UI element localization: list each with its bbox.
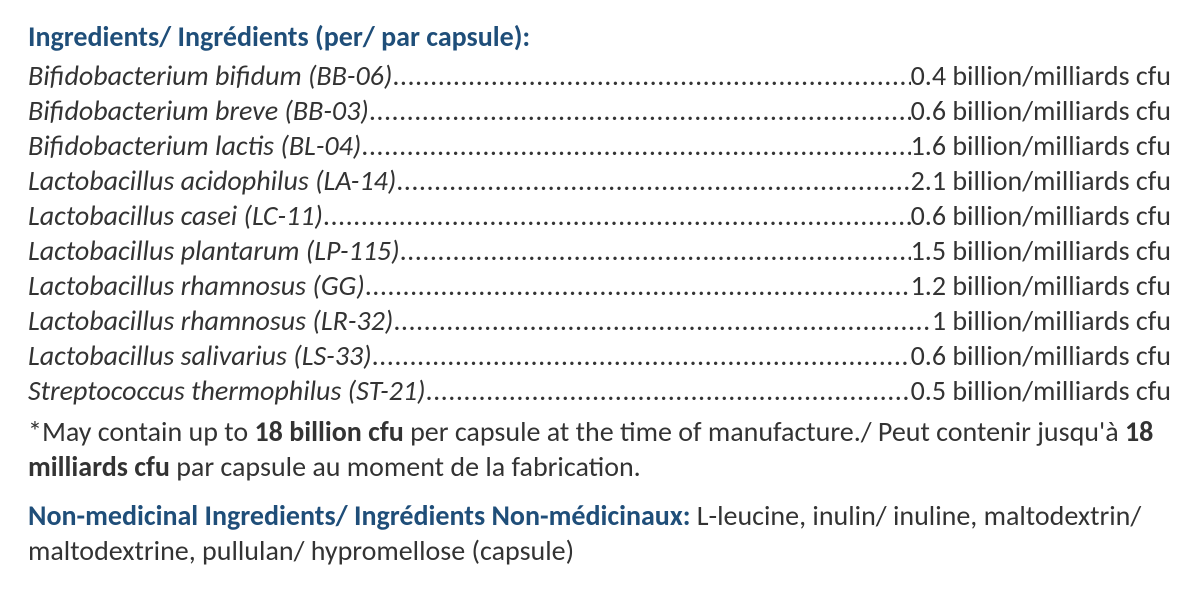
ingredient-value: 0.6 billion/milliards cfu — [911, 338, 1171, 373]
ingredient-row: Bifidobacterium bifidum (BB-06) 0.4 billi… — [28, 58, 1171, 93]
ingredient-row: Lactobacillus casei (LC-11) 0.6 billion/m… — [28, 198, 1171, 233]
dot-leader — [392, 58, 910, 93]
ingredient-name: Lactobacillus salivarius (LS-33) — [28, 338, 372, 373]
dot-leader — [372, 338, 911, 373]
ingredient-row: Lactobacillus acidophilus (LA-14) 2.1 bil… — [28, 163, 1171, 198]
note-suffix: par capsule au moment de la fabrication. — [170, 449, 641, 484]
ingredient-name: Lactobacillus rhamnosus (GG) — [28, 268, 365, 303]
nonmedicinal-heading: Non-medicinal Ingredients/ Ingrédients N… — [28, 498, 690, 533]
ingredient-value: 1.2 billion/milliards cfu — [911, 268, 1171, 303]
ingredient-name: Lactobacillus casei (LC-11) — [28, 198, 323, 233]
ingredient-value: 2.1 billion/milliards cfu — [911, 163, 1171, 198]
ingredient-value: 1 billion/milliards cfu — [932, 303, 1171, 338]
ingredient-name: Bifidobacterium lactis (BL-04) — [28, 128, 361, 163]
dot-leader — [369, 93, 911, 128]
nonmedicinal-section: Non-medicinal Ingredients/ Ingrédients N… — [28, 498, 1171, 568]
dot-leader — [323, 198, 911, 233]
ingredient-row: Bifidobacterium lactis (BL-04) 1.6 billio… — [28, 128, 1171, 163]
note-prefix: *May contain up to — [28, 414, 254, 449]
ingredient-name: Streptococcus thermophilus (ST-21) — [28, 373, 426, 408]
ingredient-value: 0.5 billion/milliards cfu — [911, 373, 1171, 408]
ingredient-value: 1.5 billion/milliards cfu — [911, 233, 1171, 268]
ingredient-value: 0.6 billion/milliards cfu — [911, 93, 1171, 128]
ingredient-name: Bifidobacterium bifidum (BB-06) — [28, 58, 392, 93]
dot-leader — [396, 163, 910, 198]
ingredient-row: Lactobacillus plantarum (LP-115) 1.5 bill… — [28, 233, 1171, 268]
note-strong-en: 18 billion cfu — [254, 414, 403, 449]
dot-leader — [393, 303, 932, 338]
ingredient-name: Lactobacillus acidophilus (LA-14) — [28, 163, 396, 198]
manufacture-note: *May contain up to 18 billion cfu per ca… — [28, 414, 1171, 484]
ingredients-list: Bifidobacterium bifidum (BB-06) 0.4 billi… — [28, 58, 1171, 408]
ingredient-row: Lactobacillus rhamnosus (GG) 1.2 billion/… — [28, 268, 1171, 303]
ingredient-row: Lactobacillus salivarius (LS-33) 0.6 bill… — [28, 338, 1171, 373]
ingredient-value: 0.6 billion/milliards cfu — [911, 198, 1171, 233]
ingredient-row: Streptococcus thermophilus (ST-21) 0.5 bi… — [28, 373, 1171, 408]
ingredient-row: Bifidobacterium breve (BB-03) 0.6 billion… — [28, 93, 1171, 128]
dot-leader — [426, 373, 911, 408]
ingredient-name: Lactobacillus rhamnosus (LR-32) — [28, 303, 393, 338]
ingredient-name: Bifidobacterium breve (BB-03) — [28, 93, 369, 128]
note-mid: per capsule at the time of manufacture./… — [404, 414, 1125, 449]
dot-leader — [365, 268, 911, 303]
ingredient-row: Lactobacillus rhamnosus (LR-32) 1 billion… — [28, 303, 1171, 338]
ingredient-value: 0.4 billion/milliards cfu — [911, 58, 1171, 93]
ingredient-name: Lactobacillus plantarum (LP-115) — [28, 233, 400, 268]
ingredients-heading: Ingredients/ Ingrédients (per/ par capsu… — [28, 20, 1171, 54]
dot-leader — [400, 233, 911, 268]
ingredient-value: 1.6 billion/milliards cfu — [911, 128, 1171, 163]
dot-leader — [361, 128, 910, 163]
